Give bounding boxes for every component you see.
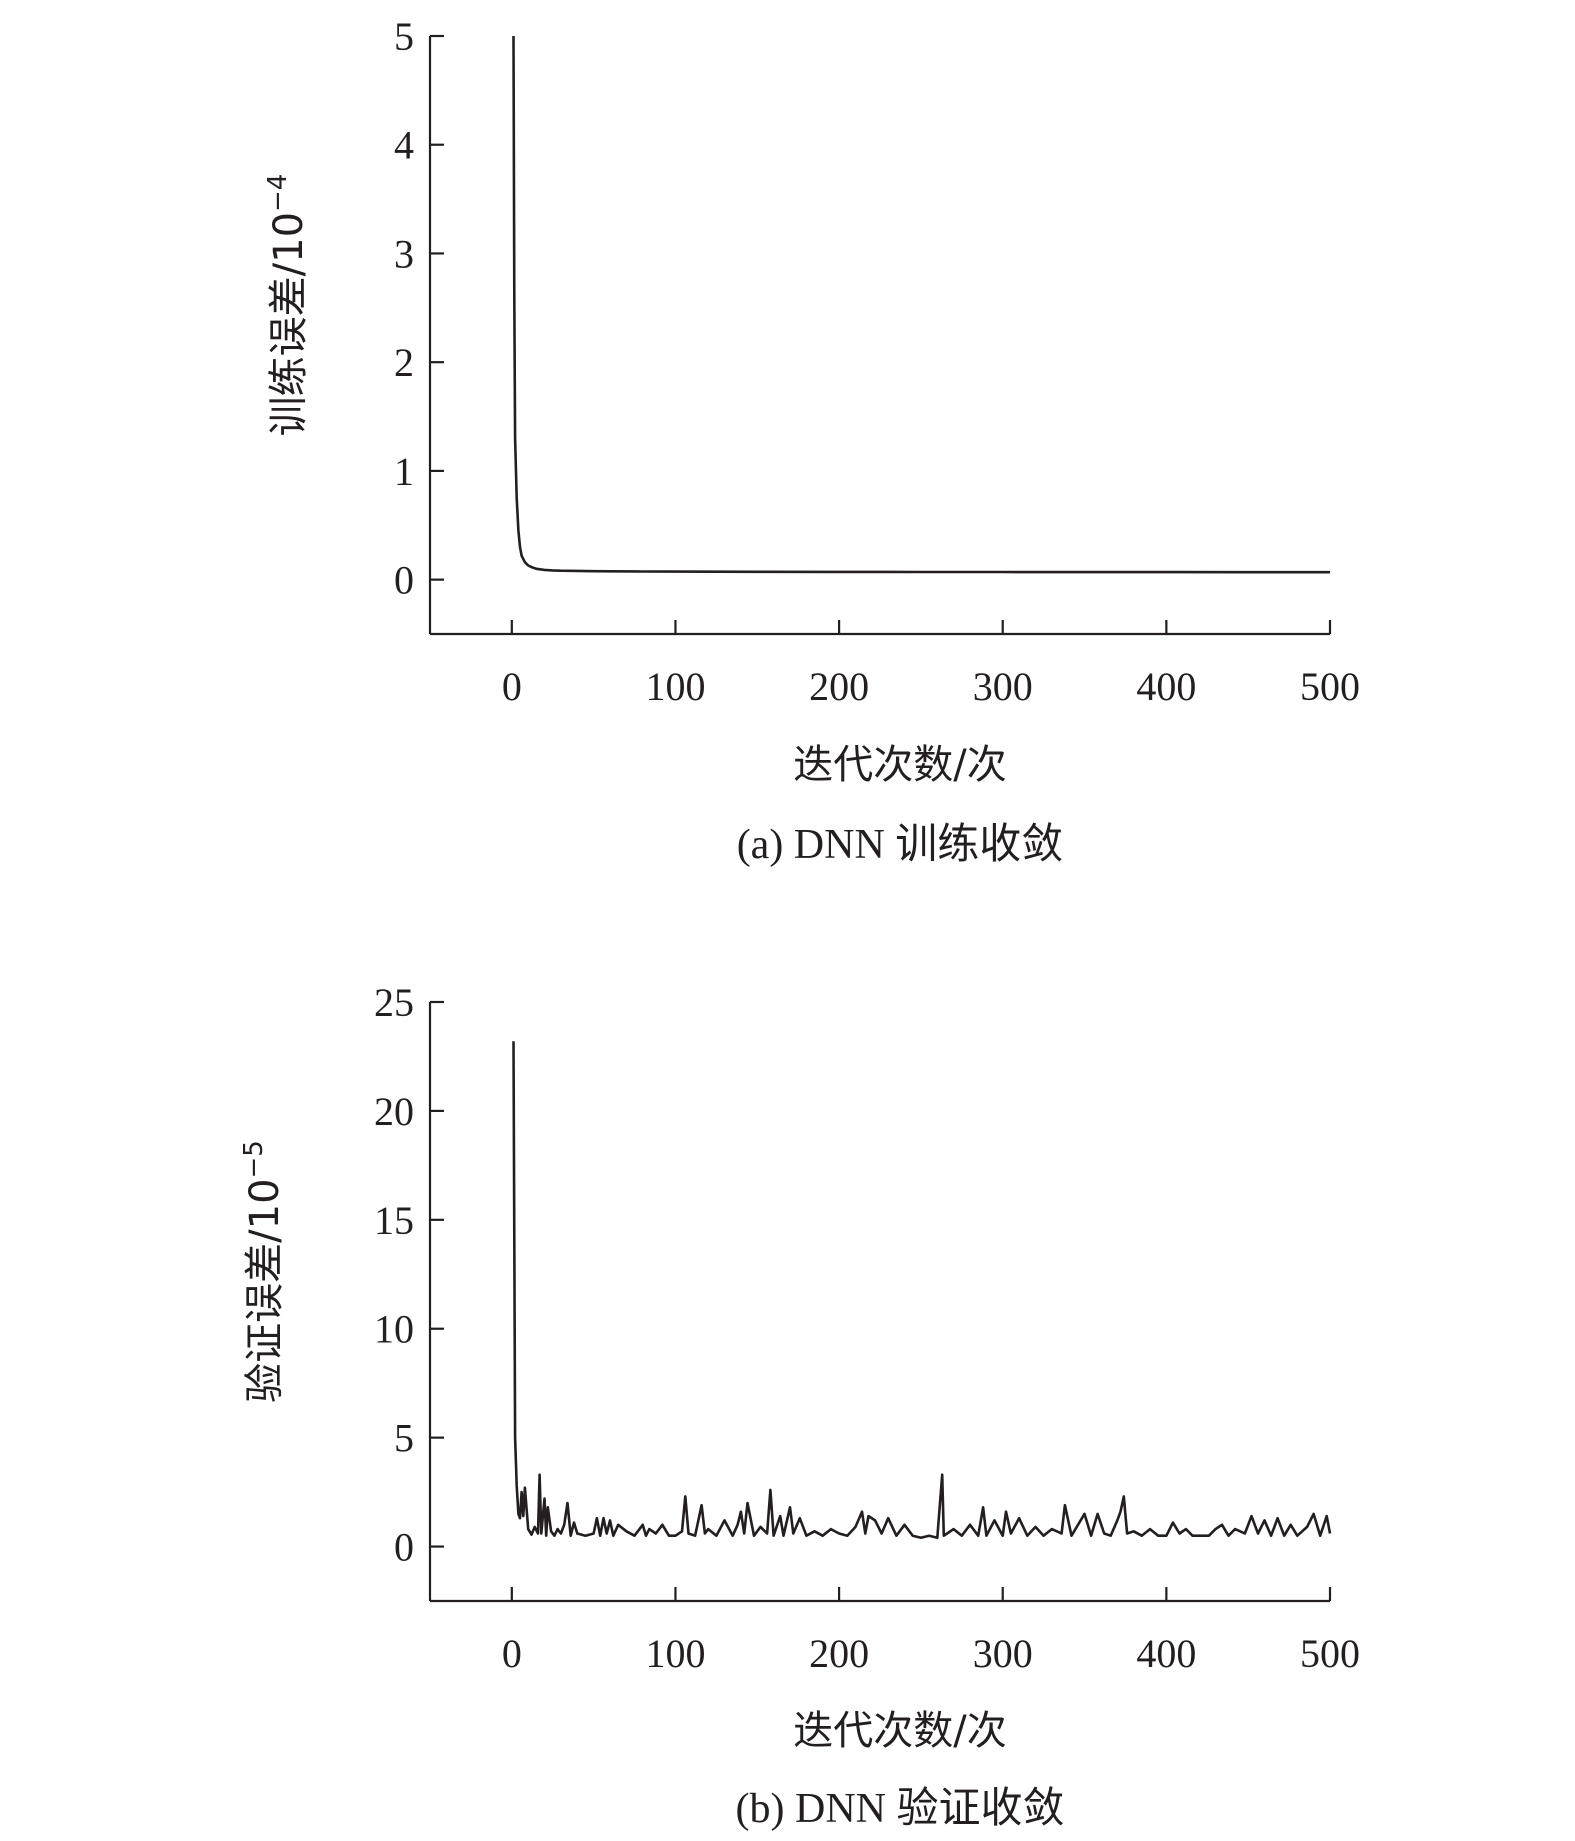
x-tick-label: 200	[809, 664, 869, 709]
y-tick-label: 15	[374, 1198, 414, 1243]
x-tick-label: 400	[1136, 1631, 1196, 1676]
x-tick-label: 300	[973, 1631, 1033, 1676]
y-tick-label: 20	[374, 1089, 414, 1134]
x-tick-label: 0	[502, 1631, 522, 1676]
y-tick-label: 5	[394, 14, 414, 59]
x-tick-label: 100	[645, 664, 705, 709]
series-line	[512, 35, 1330, 574]
y-axis-title-main: 验证误差/10	[242, 1178, 288, 1402]
x-axis-title: 迭代次数/次	[793, 1708, 1006, 1754]
y-tick-label: 0	[394, 558, 414, 603]
x-tick-label: 500	[1300, 1631, 1360, 1676]
x-tick-label: 200	[809, 1631, 869, 1676]
y-tick-label: 2	[394, 340, 414, 385]
x-tick-label: 400	[1136, 664, 1196, 709]
chart-b-validation: 0 5 10 15 20 25 0 100 200 300 400 500 迭代次数/次 验证误差/10−…	[239, 980, 1360, 1832]
chart-caption: (a) DNN 训练收敛	[737, 821, 1064, 868]
y-axis-title-main: 训练误差/10	[266, 212, 312, 436]
y-axis-title-exponent: −4	[263, 174, 293, 212]
x-tick-label: 100	[645, 1631, 705, 1676]
y-tick-label: 0	[394, 1525, 414, 1570]
y-axis-title-exponent: −5	[239, 1140, 269, 1178]
series-line	[512, 1041, 1332, 1540]
y-tick-label: 25	[374, 980, 414, 1025]
x-tick-label: 0	[502, 664, 522, 709]
x-tick-label: 500	[1300, 664, 1360, 709]
chart-a-training: 0 1 2 3 4 5 0 100 200 300 400 500 迭代次数/次 训练误差/10−4 (a)…	[263, 14, 1360, 868]
y-tick-label: 3	[394, 231, 414, 276]
x-axis-title: 迭代次数/次	[793, 742, 1006, 788]
y-tick-label: 1	[394, 449, 414, 494]
x-tick-label: 300	[973, 664, 1033, 709]
y-tick-label: 4	[394, 123, 414, 168]
y-tick-label: 10	[374, 1307, 414, 1352]
chart-caption: (b) DNN 验证收敛	[736, 1785, 1065, 1832]
y-axis-title: 验证误差/10−5	[239, 1140, 288, 1403]
y-axis-title: 训练误差/10−4	[263, 174, 312, 437]
y-tick-label: 5	[394, 1416, 414, 1461]
